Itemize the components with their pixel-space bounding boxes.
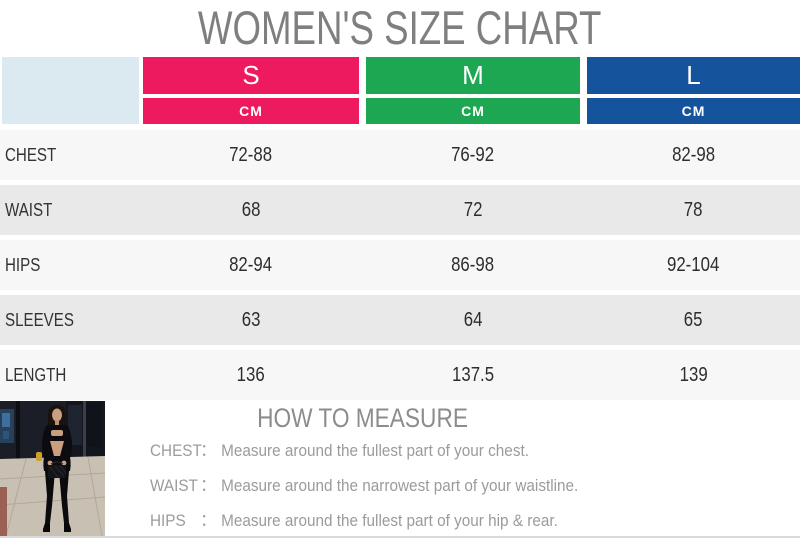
measure-text: Measure around the fullest part of your … [221,441,529,460]
size-header-l-label: L [686,60,701,90]
row-label: CHEST [5,144,57,165]
row-label: WAIST [5,199,53,220]
cell-sleeves-m: 64 [463,308,483,331]
size-header-s-label: S [242,60,260,90]
table-row-sleeves: SLEEVES 63 64 65 [0,295,800,345]
measure-line-chest: CHEST： Measure around the fullest part of… [150,440,571,462]
model-photo [0,401,105,536]
cell-sleeves-l: 65 [684,308,703,331]
size-table-body: CHEST 72-88 76-92 82-98 WAIST 68 72 78 H… [0,130,800,405]
unit-header-m-label: CM [461,103,485,119]
cell-hips-m: 86-98 [451,253,495,276]
table-row-length: LENGTH 136 137.5 139 [0,350,800,400]
table-row-chest: CHEST 72-88 76-92 82-98 [0,130,800,180]
bottom-divider [0,536,800,538]
measure-label: WAIST [150,476,198,495]
cell-length-l: 139 [679,363,708,386]
cell-length-m: 137.5 [451,363,495,386]
cell-sleeves-s: 63 [241,308,261,331]
size-header-m-label: M [462,60,484,90]
size-header-s: S [143,57,359,94]
cell-chest-m: 76-92 [451,143,495,166]
row-label: LENGTH [5,364,67,385]
unit-header-s-label: CM [239,103,263,119]
cell-chest-l: 82-98 [672,143,715,166]
size-header-l: L [587,57,800,94]
measure-line-waist: WAIST： Measure around the narrowest part … [150,475,626,497]
unit-header-l: CM [587,98,800,124]
cell-hips-l: 92-104 [667,253,720,276]
cell-waist-m: 72 [463,198,483,221]
cell-length-s: 136 [236,363,266,386]
measure-colon: ： [200,511,216,530]
measure-label: CHEST [150,441,202,460]
size-header-m: M [366,57,580,94]
cell-chest-s: 72-88 [229,143,273,166]
table-corner-cell [2,57,139,124]
handbag [48,461,67,478]
cell-waist-s: 68 [241,198,261,221]
measure-colon: ： [200,441,216,460]
measure-text: Measure around the narrowest part of you… [221,476,579,495]
table-row-waist: WAIST 68 72 78 [0,185,800,235]
measure-label: HIPS [150,511,186,530]
measure-colon: ： [200,476,216,495]
page-title: WOMEN'S SIZE CHART [0,1,800,55]
unit-header-s: CM [143,98,359,124]
page-title-text: WOMEN'S SIZE CHART [198,1,602,54]
table-row-hips: HIPS 82-94 86-98 92-104 [0,240,800,290]
street-pole [16,401,20,463]
cell-waist-l: 78 [684,198,703,221]
row-label: SLEEVES [5,309,74,330]
how-to-measure-title: HOW TO MEASURE [257,403,468,433]
measure-text: Measure around the fullest part of your … [221,511,558,530]
cell-hips-s: 82-94 [229,253,273,276]
measure-line-hips: HIPS ： Measure around the fullest part of … [150,510,603,532]
unit-header-m: CM [366,98,580,124]
fire-hydrant [36,452,42,461]
row-label: HIPS [5,254,41,275]
unit-header-l-label: CM [681,103,706,119]
model-figure [42,405,72,532]
